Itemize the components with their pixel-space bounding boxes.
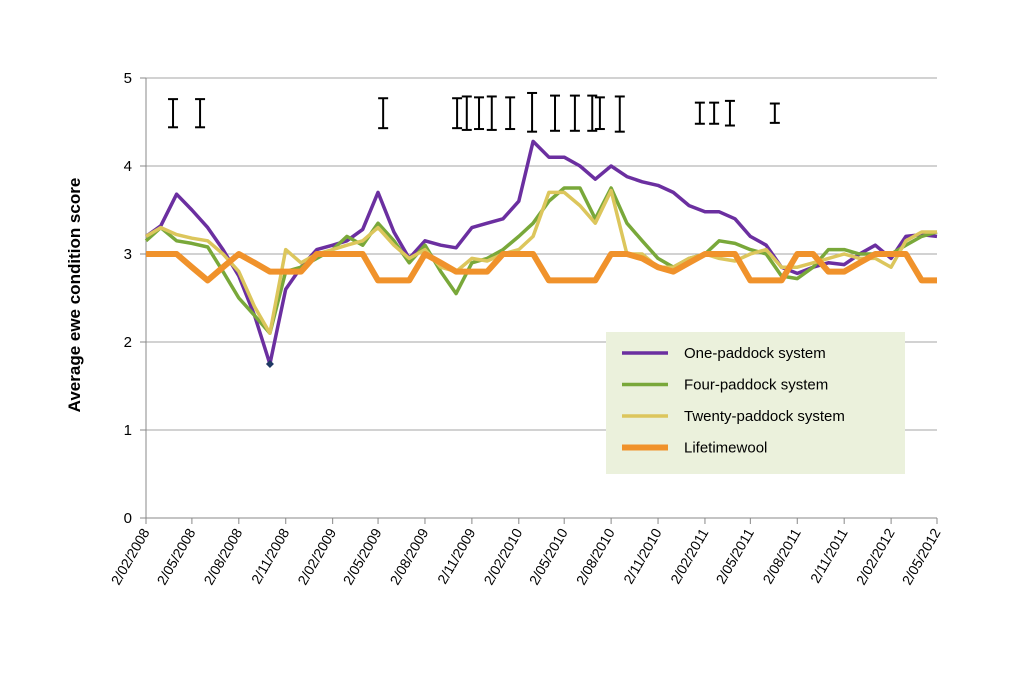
error-bar	[569, 94, 580, 132]
error-bar	[594, 96, 605, 131]
x-tick-label: 2/05/2009	[340, 525, 385, 587]
y-tick-label: 2	[124, 334, 132, 351]
min-marker	[265, 360, 274, 368]
x-tick-label: 2/05/2011	[712, 525, 757, 586]
legend-label: Four-paddock system	[684, 377, 828, 394]
x-tick-label: 2/08/2008	[200, 525, 245, 587]
y-tick-label: 4	[124, 158, 132, 175]
y-axis-label: Average ewe condition score	[65, 178, 84, 413]
error-bar	[527, 91, 538, 133]
error-bar	[195, 98, 206, 129]
error-bar	[168, 98, 179, 129]
x-tick-label: 2/05/2010	[526, 525, 571, 587]
legend-label: One-paddock system	[684, 345, 826, 362]
x-tick-label: 2/05/2012	[899, 525, 944, 587]
x-tick-label: 2/02/2008	[108, 525, 153, 587]
x-tick-label: 2/02/2011	[667, 525, 712, 586]
error-bar	[724, 99, 735, 127]
legend-label: Twenty-paddock system	[684, 408, 845, 425]
error-bar	[694, 101, 705, 125]
error-bar	[474, 96, 485, 131]
legend-label: Lifetimewool	[684, 440, 767, 457]
y-tick-label: 5	[124, 70, 132, 87]
y-tick-label: 1	[124, 422, 132, 439]
y-tick-label: 3	[124, 246, 132, 263]
error-bar	[614, 95, 625, 133]
error-bar	[452, 97, 463, 130]
x-tick-label: 2/11/2010	[620, 525, 665, 586]
error-bar	[550, 94, 561, 132]
x-tick-label: 2/08/2009	[387, 525, 432, 587]
x-tick-label: 2/05/2008	[153, 525, 198, 587]
x-tick-label: 2/02/2009	[294, 525, 339, 587]
error-bar	[378, 97, 389, 130]
x-tick-label: 2/08/2011	[759, 525, 804, 586]
series-line	[146, 251, 937, 284]
error-bar	[769, 102, 780, 124]
x-tick-label: 2/02/2012	[853, 525, 898, 587]
error-bar	[587, 94, 598, 132]
error-bar	[461, 95, 472, 131]
x-tick-label: 2/08/2010	[573, 525, 618, 587]
x-tick-label: 2/02/2010	[480, 525, 525, 587]
error-bar	[505, 96, 516, 131]
series-line	[145, 188, 937, 335]
x-tick-label: 2/11/2011	[807, 525, 851, 585]
error-bar	[709, 101, 720, 125]
error-bar	[486, 95, 497, 131]
series-line	[144, 139, 938, 366]
x-tick-label: 2/11/2009	[434, 525, 479, 586]
y-tick-label: 0	[124, 510, 132, 527]
x-tick-label: 2/11/2008	[248, 525, 293, 586]
